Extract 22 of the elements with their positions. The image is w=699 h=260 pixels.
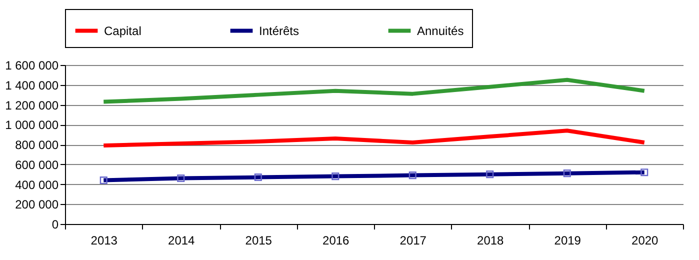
x-tick-label: 2017 (400, 234, 427, 248)
y-tick-label: 200 000 (15, 198, 59, 212)
legend-label: Annuités (417, 24, 464, 38)
y-tick-label: 600 000 (15, 158, 59, 172)
y-tick-label: 1 200 000 (5, 98, 59, 112)
x-tick-label: 2014 (168, 234, 196, 248)
y-tick-label: 0 (52, 218, 59, 232)
y-tick-label: 800 000 (15, 138, 59, 152)
legend-label: Intérêts (259, 24, 300, 38)
x-tick-label: 2020 (632, 234, 659, 248)
line-series (102, 128, 646, 148)
y-tick-label: 1 600 000 (5, 58, 59, 72)
line-series (102, 78, 646, 104)
x-tick-label: 2018 (477, 234, 504, 248)
y-tick-label: 1 400 000 (5, 78, 59, 92)
y-tick-label: 400 000 (15, 178, 59, 192)
legend-label: Capital (104, 24, 142, 38)
x-tick-label: 2013 (90, 234, 118, 248)
x-tick-label: 2015 (245, 234, 272, 248)
x-tick-label: 2019 (554, 234, 582, 248)
x-tick-label: 2016 (322, 234, 350, 248)
y-tick-label: 1 000 000 (5, 118, 59, 132)
